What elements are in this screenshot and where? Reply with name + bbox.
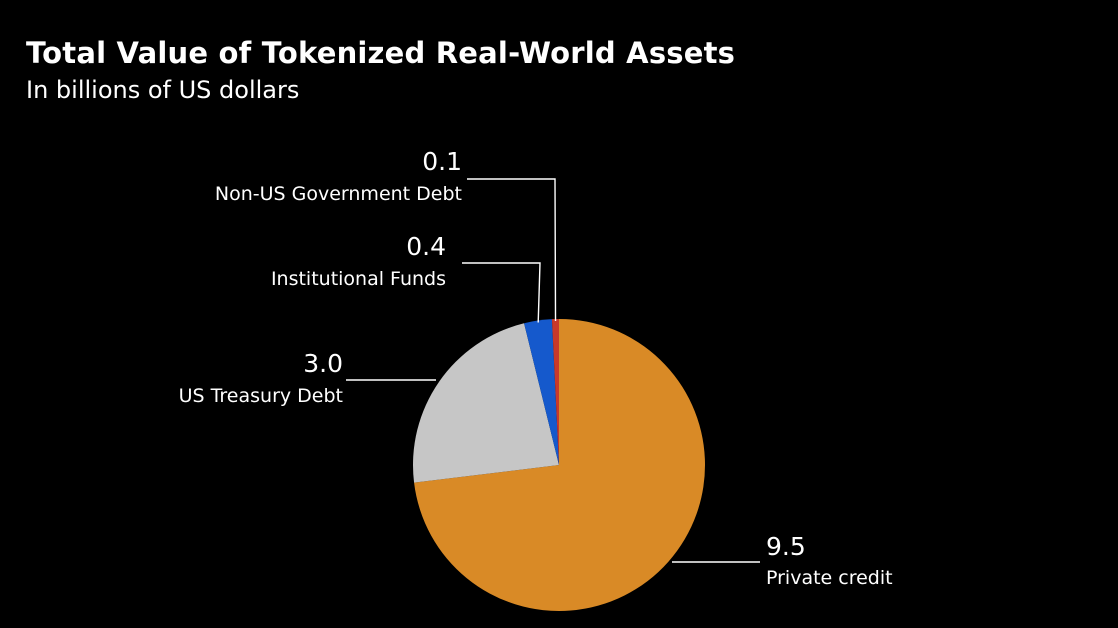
leader-line-non-us-government-debt	[467, 178, 557, 322]
leader-lines	[346, 178, 760, 563]
chart-subtitle: In billions of US dollars	[26, 76, 300, 104]
pie-slice-private-credit	[414, 319, 705, 611]
value-label-institutional-funds: 0.4	[406, 232, 446, 261]
chart-title: Total Value of Tokenized Real-World Asse…	[26, 36, 736, 70]
category-label-us-treasury-debt: US Treasury Debt	[179, 385, 343, 407]
value-label-us-treasury-debt: 3.0	[303, 349, 343, 378]
pie-slices	[413, 319, 705, 611]
slice-labels: 9.5 Private credit 3.0 US Treasury Debt 0.4 I…	[179, 147, 893, 589]
value-label-private-credit: 9.5	[766, 532, 806, 561]
pie-slice-institutional-funds	[524, 319, 559, 465]
value-label-non-us-government-debt: 0.1	[422, 147, 462, 176]
category-label-institutional-funds: Institutional Funds	[271, 268, 446, 290]
category-label-non-us-government-debt: Non-US Government Debt	[215, 183, 462, 205]
pie-slice-non-us-government-debt	[551, 319, 559, 465]
category-label-private-credit: Private credit	[766, 567, 893, 589]
pie-slice-us-treasury-debt	[413, 323, 559, 483]
leader-line-institutional-funds	[462, 262, 541, 323]
